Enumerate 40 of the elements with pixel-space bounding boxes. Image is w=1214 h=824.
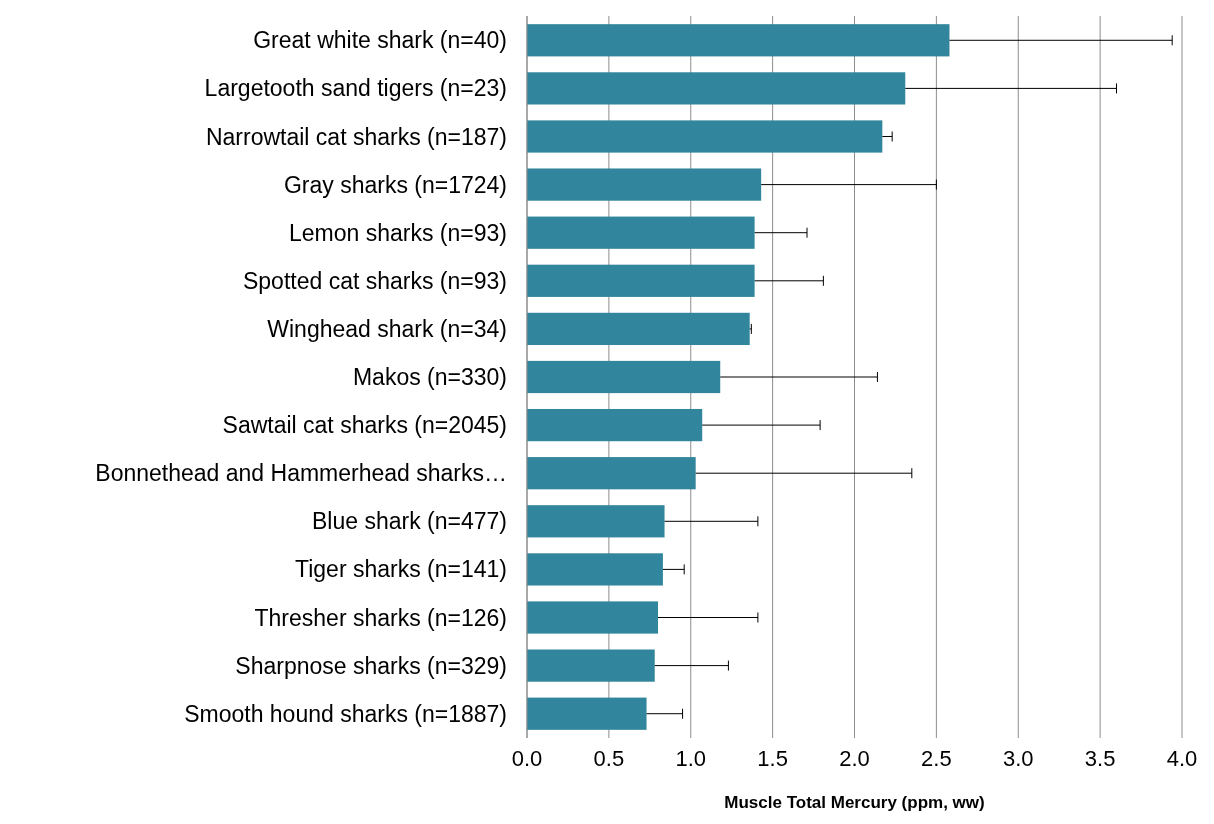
bar bbox=[527, 24, 950, 57]
y-tick-label: Tiger sharks (n=141) bbox=[295, 556, 507, 583]
y-tick-label: Narrowtail cat sharks (n=187) bbox=[205, 123, 507, 150]
x-tick-label: 3.0 bbox=[1002, 746, 1034, 771]
y-tick-label: Winghead shark (n=34) bbox=[267, 315, 507, 342]
x-tick-label: 4.0 bbox=[1166, 746, 1198, 771]
y-tick-label: Great white shark (n=40) bbox=[253, 27, 507, 54]
bar bbox=[527, 649, 655, 682]
y-tick-label: Spotted cat sharks (n=93) bbox=[242, 267, 507, 294]
y-tick-label: Smooth hound sharks (n=1887) bbox=[184, 700, 507, 727]
y-tick-label: Largetooth sand tigers (n=23) bbox=[204, 75, 507, 102]
y-tick-label: Gray sharks (n=1724) bbox=[283, 171, 507, 198]
bar bbox=[527, 601, 658, 634]
y-tick-label: Sawtail cat sharks (n=2045) bbox=[222, 412, 507, 439]
x-tick-label: 1.0 bbox=[675, 746, 707, 771]
y-tick-label: Bonnethead and Hammerhead sharks… bbox=[95, 460, 507, 487]
x-tick-label: 0.5 bbox=[593, 746, 625, 771]
y-tick-label: Makos (n=330) bbox=[352, 364, 507, 391]
bar bbox=[527, 553, 663, 586]
x-axis-title: Muscle Total Mercury (ppm, ww) bbox=[724, 793, 985, 812]
x-tick-label: 2.5 bbox=[921, 746, 952, 771]
y-tick-label: Lemon sharks (n=93) bbox=[289, 219, 507, 246]
bar bbox=[527, 505, 665, 538]
bar bbox=[527, 168, 762, 201]
y-tick-label: Blue shark (n=477) bbox=[312, 508, 507, 535]
bar bbox=[527, 120, 883, 153]
y-tick-label: Thresher sharks (n=126) bbox=[254, 604, 507, 631]
bar bbox=[527, 457, 696, 490]
x-tick-label: 2.0 bbox=[839, 746, 870, 771]
y-tick-label: Sharpnose sharks (n=329) bbox=[235, 652, 507, 679]
bar bbox=[527, 216, 755, 249]
bar bbox=[527, 697, 647, 730]
x-tick-label: 0.0 bbox=[511, 746, 543, 771]
bar bbox=[527, 72, 906, 105]
bar bbox=[527, 312, 750, 346]
bar bbox=[527, 360, 721, 394]
x-tick-label: 3.5 bbox=[1084, 746, 1116, 771]
bar bbox=[527, 264, 755, 297]
x-tick-label: 1.5 bbox=[757, 746, 788, 771]
bar bbox=[527, 408, 703, 442]
